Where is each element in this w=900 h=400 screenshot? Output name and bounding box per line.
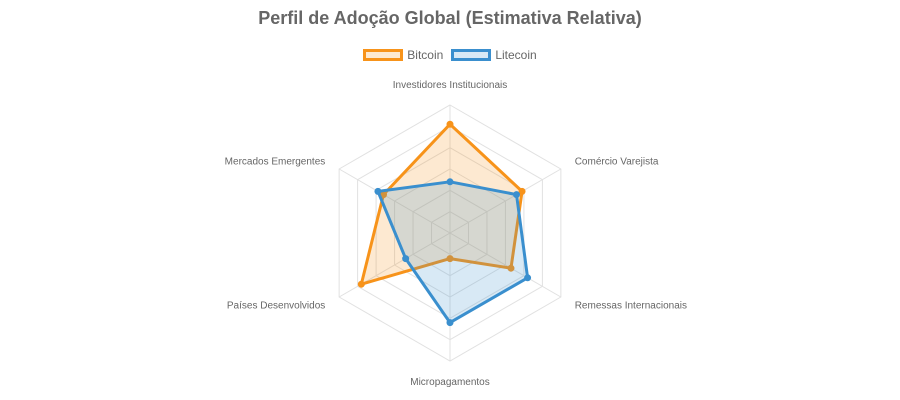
data-point-litecoin <box>513 191 521 199</box>
axis-spoke <box>449 168 562 234</box>
axis-spoke <box>338 168 451 234</box>
data-point-litecoin <box>446 319 454 327</box>
data-point-bitcoin <box>446 255 454 263</box>
legend-label-litecoin: Litecoin <box>495 48 537 62</box>
data-point-bitcoin <box>518 187 526 195</box>
legend: Bitcoin Litecoin <box>0 48 900 62</box>
axis-label: Investidores Institucionais <box>393 80 508 91</box>
data-point-bitcoin <box>446 120 454 128</box>
radar-series <box>357 120 532 327</box>
axis-label: Remessas Internacionais <box>575 301 687 312</box>
data-point-litecoin <box>524 274 532 282</box>
axis-label: Países Desenvolvidos <box>227 301 325 312</box>
legend-swatch-litecoin <box>451 49 492 61</box>
legend-swatch-bitcoin <box>363 49 404 61</box>
data-point-bitcoin <box>357 280 365 288</box>
data-point-litecoin <box>402 255 410 263</box>
data-point-litecoin <box>446 178 454 186</box>
legend-label-bitcoin: Bitcoin <box>407 48 444 62</box>
axis-labels: Investidores Institucionais Comércio Vare… <box>225 80 687 388</box>
legend-item-bitcoin[interactable]: Bitcoin <box>363 48 443 62</box>
data-point-litecoin <box>374 187 382 195</box>
radar-axes <box>338 105 562 361</box>
chart-title: Perfil de Adoção Global (Estimativa Rela… <box>258 8 642 28</box>
data-point-bitcoin <box>507 264 515 272</box>
legend-item-litecoin[interactable]: Litecoin <box>451 48 537 62</box>
axis-spoke <box>338 232 451 298</box>
axis-label: Mercados Emergentes <box>225 157 326 168</box>
axis-label: Micropagamentos <box>410 377 489 388</box>
axis-spoke <box>449 232 562 298</box>
axis-label: Comércio Varejista <box>575 157 659 168</box>
